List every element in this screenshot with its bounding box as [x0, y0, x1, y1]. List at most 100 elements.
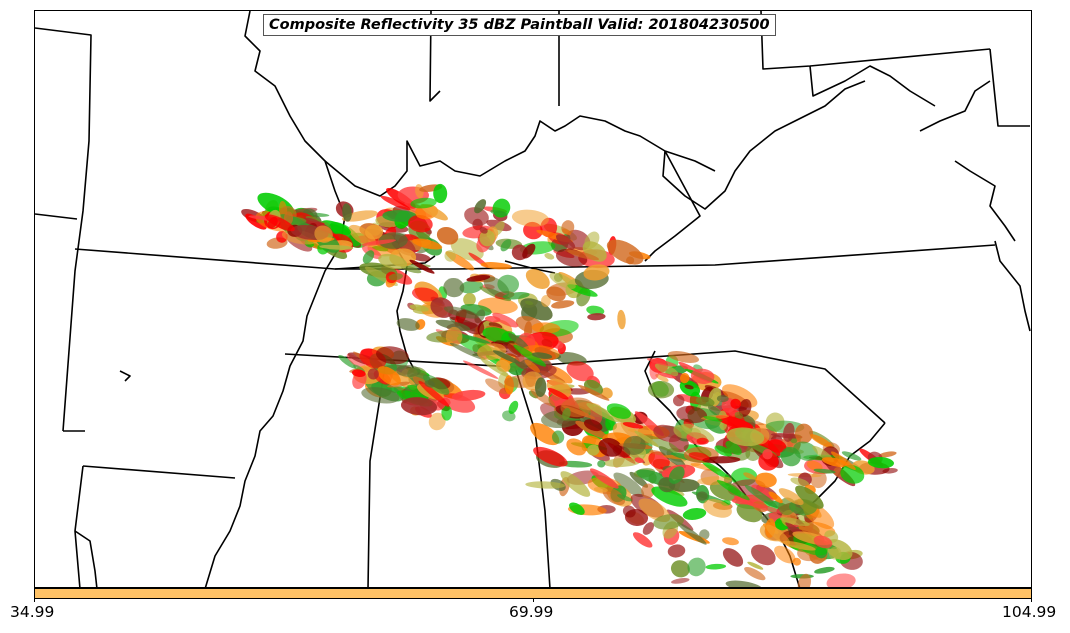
- reflectivity-blob: [642, 522, 655, 535]
- reflectivity-blob: [627, 428, 657, 435]
- reflectivity-blob: [567, 250, 599, 261]
- reflectivity-blob: [750, 544, 776, 566]
- reflectivity-blob: [546, 286, 566, 302]
- reflectivity-blob: [566, 438, 587, 456]
- reflectivity-blob: [488, 322, 503, 329]
- reflectivity-blob: [690, 368, 715, 384]
- reflectivity-blob: [705, 563, 727, 570]
- reflectivity-blob: [428, 412, 446, 431]
- reflectivity-blob: [676, 522, 707, 545]
- reflectivity-blob: [524, 359, 541, 373]
- reflectivity-blob: [703, 415, 723, 422]
- reflectivity-blob: [634, 430, 659, 447]
- reflectivity-blob: [821, 457, 850, 468]
- reflectivity-blob: [480, 262, 512, 270]
- reflectivity-blob: [670, 560, 690, 578]
- reflectivity-blob: [649, 450, 665, 456]
- reflectivity-blob: [632, 532, 653, 548]
- reflectivity-blob: [813, 468, 836, 474]
- reflectivity-blob: [443, 306, 479, 319]
- reflectivity-blob: [726, 427, 765, 447]
- reflectivity-blob: [747, 561, 764, 570]
- reflectivity-blob: [587, 444, 600, 456]
- reflectivity-blob: [396, 364, 421, 377]
- reflectivity-blob: [382, 210, 418, 222]
- colorbar-tick-mark: [533, 598, 534, 602]
- reflectivity-blob: [681, 423, 715, 442]
- reflectivity-blob: [667, 544, 686, 558]
- reflectivity-blob: [782, 540, 816, 551]
- reflectivity-blob: [646, 358, 677, 367]
- reflectivity-blob: [734, 411, 743, 419]
- reflectivity-blob: [634, 457, 644, 464]
- reflectivity-blob: [651, 486, 688, 507]
- reflectivity-blob: [780, 446, 801, 467]
- reflectivity-blob: [530, 422, 560, 446]
- reflectivity-blob: [534, 377, 547, 397]
- reflectivity-blob: [348, 224, 377, 248]
- reflectivity-blob: [673, 394, 685, 407]
- reflectivity-blob: [462, 360, 499, 379]
- reflectivity-blob: [380, 195, 411, 211]
- reflectivity-blob: [361, 387, 400, 404]
- reflectivity-paintball-blobs: [241, 183, 898, 587]
- reflectivity-blob: [531, 352, 553, 359]
- reflectivity-blob: [479, 229, 496, 247]
- reflectivity-blob: [492, 312, 519, 328]
- reflectivity-blob: [878, 451, 897, 458]
- reflectivity-blob: [744, 566, 766, 581]
- reflectivity-blob: [687, 557, 706, 577]
- reflectivity-blob: [738, 398, 752, 417]
- reflectivity-blob: [647, 380, 675, 399]
- reflectivity-blob: [774, 545, 796, 564]
- reflectivity-blob: [549, 272, 576, 290]
- reflectivity-blob: [551, 430, 565, 444]
- reflectivity-blob: [840, 464, 865, 484]
- reflectivity-blob: [593, 486, 608, 493]
- reflectivity-blob: [418, 380, 450, 407]
- reflectivity-blob: [613, 472, 645, 498]
- reflectivity-blob: [569, 502, 585, 515]
- reflectivity-blob: [762, 449, 773, 460]
- reflectivity-blob: [480, 358, 510, 378]
- reflectivity-blob: [703, 499, 732, 518]
- reflectivity-blob: [696, 491, 708, 501]
- reflectivity-blob: [500, 239, 512, 252]
- reflectivity-blob: [602, 487, 626, 506]
- reflectivity-blob: [688, 452, 710, 461]
- reflectivity-blob: [342, 203, 352, 222]
- reflectivity-blob: [531, 322, 561, 334]
- reflectivity-blob: [409, 259, 435, 274]
- reflectivity-blob: [445, 326, 463, 347]
- reflectivity-blob: [578, 384, 610, 401]
- reflectivity-blob: [806, 460, 823, 472]
- reflectivity-blob: [790, 477, 810, 487]
- reflectivity-blob: [783, 422, 795, 442]
- reflectivity-blob: [755, 472, 777, 488]
- colorbar-tick-mid: 69.99: [509, 603, 554, 621]
- reflectivity-blob: [408, 215, 433, 233]
- reflectivity-blob: [561, 220, 575, 235]
- reflectivity-blob: [725, 440, 742, 456]
- reflectivity-blob: [412, 238, 443, 250]
- reflectivity-blob: [882, 468, 898, 474]
- reflectivity-blob: [492, 350, 521, 364]
- reflectivity-blob: [779, 517, 810, 527]
- reflectivity-blob: [714, 445, 732, 457]
- reflectivity-blob: [715, 415, 754, 430]
- reflectivity-blob: [709, 480, 741, 501]
- reflectivity-blob: [362, 250, 375, 264]
- reflectivity-blob: [444, 250, 456, 262]
- reflectivity-blob: [525, 269, 550, 289]
- reflectivity-blob: [722, 537, 739, 546]
- reflectivity-blob: [795, 485, 824, 509]
- reflectivity-blob: [245, 213, 267, 230]
- reflectivity-blob: [484, 316, 501, 323]
- reflectivity-blob: [617, 494, 633, 502]
- reflectivity-blob: [464, 207, 489, 226]
- reflectivity-blob: [676, 405, 708, 424]
- reflectivity-blob: [679, 372, 690, 384]
- reflectivity-blob: [696, 437, 709, 445]
- reflectivity-blob: [513, 344, 547, 367]
- reflectivity-blob: [459, 280, 484, 294]
